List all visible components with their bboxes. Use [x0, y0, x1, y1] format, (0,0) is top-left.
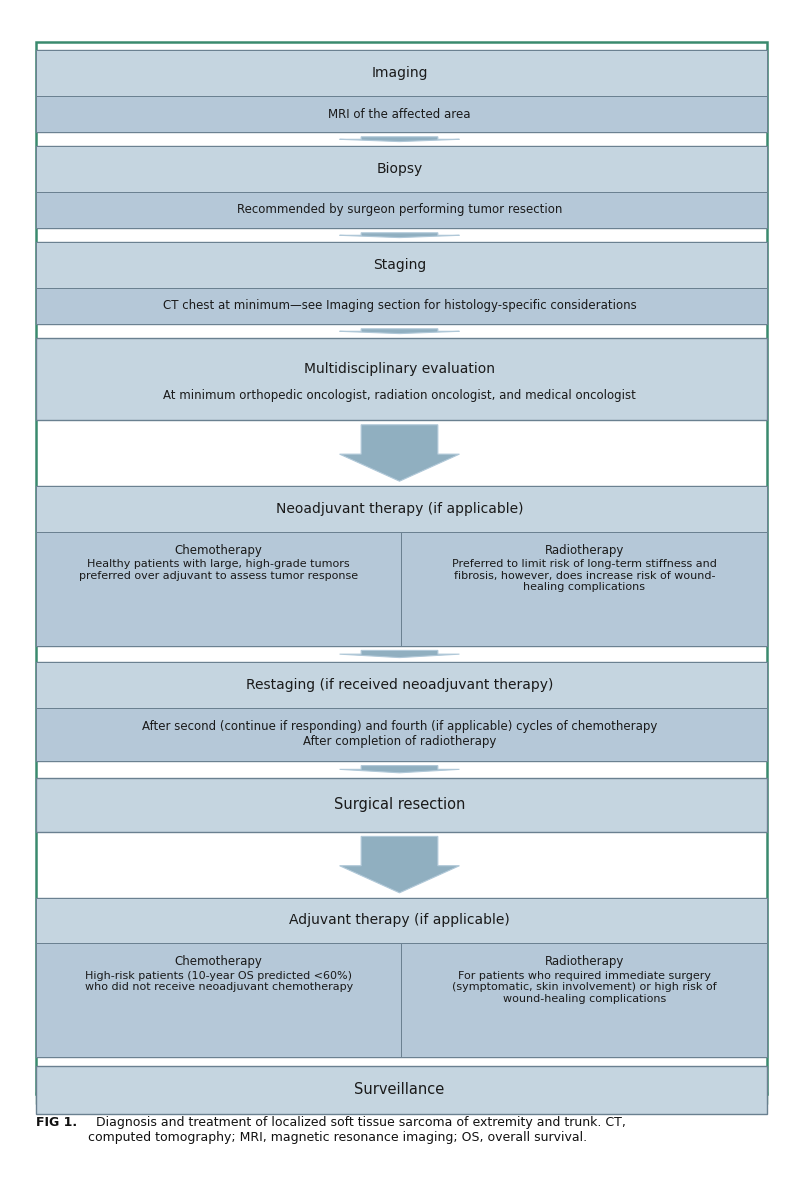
Text: CT chest at minimum—see Imaging section for histology-specific considerations: CT chest at minimum—see Imaging section …: [163, 300, 636, 312]
FancyBboxPatch shape: [36, 242, 767, 288]
FancyBboxPatch shape: [36, 662, 767, 761]
Polygon shape: [340, 650, 459, 658]
Text: Radiotherapy: Radiotherapy: [545, 544, 624, 557]
FancyBboxPatch shape: [36, 96, 767, 132]
Text: High-risk patients (10-year OS predicted <60%)
who did not receive neoadjuvant c: High-risk patients (10-year OS predicted…: [85, 971, 353, 992]
Text: Radiotherapy: Radiotherapy: [545, 955, 624, 968]
Text: Preferred to limit risk of long-term stiffness and
fibrosis, however, does incre: Preferred to limit risk of long-term sti…: [451, 559, 717, 593]
Text: Chemotherapy: Chemotherapy: [175, 544, 263, 557]
FancyBboxPatch shape: [401, 532, 767, 646]
FancyBboxPatch shape: [36, 1066, 767, 1114]
Text: Healthy patients with large, high-grade tumors
preferred over adjuvant to assess: Healthy patients with large, high-grade …: [79, 559, 358, 581]
Text: Biopsy: Biopsy: [376, 162, 423, 176]
Text: Adjuvant therapy (if applicable): Adjuvant therapy (if applicable): [289, 913, 510, 928]
FancyBboxPatch shape: [36, 898, 767, 1057]
FancyBboxPatch shape: [36, 146, 767, 228]
FancyBboxPatch shape: [36, 486, 767, 646]
FancyBboxPatch shape: [36, 943, 401, 1057]
Text: Multidisciplinary evaluation: Multidisciplinary evaluation: [304, 362, 495, 377]
FancyBboxPatch shape: [36, 50, 767, 96]
Text: Neoadjuvant therapy (if applicable): Neoadjuvant therapy (if applicable): [276, 502, 523, 516]
FancyBboxPatch shape: [36, 42, 767, 1094]
Polygon shape: [340, 233, 459, 238]
Text: Staging: Staging: [373, 258, 426, 272]
Text: Restaging (if received neoadjuvant therapy): Restaging (if received neoadjuvant thera…: [246, 678, 553, 692]
Polygon shape: [340, 836, 459, 893]
FancyBboxPatch shape: [36, 1092, 767, 1104]
Text: Chemotherapy: Chemotherapy: [175, 955, 263, 968]
Polygon shape: [340, 766, 459, 773]
FancyBboxPatch shape: [36, 532, 401, 646]
Text: Imaging: Imaging: [372, 66, 427, 80]
Text: After second (continue if responding) and fourth (if applicable) cycles of chemo: After second (continue if responding) an…: [141, 720, 658, 749]
Polygon shape: [340, 329, 459, 334]
Text: Recommended by surgeon performing tumor resection: Recommended by surgeon performing tumor …: [237, 204, 562, 216]
Text: Diagnosis and treatment of localized soft tissue sarcoma of extremity and trunk.: Diagnosis and treatment of localized sof…: [88, 1116, 626, 1144]
Text: Surgical resection: Surgical resection: [334, 797, 465, 812]
FancyBboxPatch shape: [36, 242, 767, 324]
FancyBboxPatch shape: [401, 943, 767, 1057]
FancyBboxPatch shape: [36, 898, 767, 943]
FancyBboxPatch shape: [36, 192, 767, 228]
FancyBboxPatch shape: [36, 146, 767, 192]
FancyBboxPatch shape: [36, 486, 767, 532]
Polygon shape: [340, 425, 459, 481]
Polygon shape: [340, 137, 459, 142]
FancyBboxPatch shape: [36, 778, 767, 832]
FancyBboxPatch shape: [36, 338, 767, 420]
FancyBboxPatch shape: [36, 50, 767, 132]
Text: For patients who required immediate surgery
(symptomatic, skin involvement) or h: For patients who required immediate surg…: [452, 971, 717, 1004]
Text: MRI of the affected area: MRI of the affected area: [328, 108, 471, 120]
Text: FIG 1.: FIG 1.: [36, 1116, 77, 1129]
FancyBboxPatch shape: [36, 288, 767, 324]
Text: At minimum orthopedic oncologist, radiation oncologist, and medical oncologist: At minimum orthopedic oncologist, radiat…: [163, 389, 636, 402]
Text: Surveillance: Surveillance: [355, 1082, 444, 1097]
FancyBboxPatch shape: [36, 662, 767, 708]
FancyBboxPatch shape: [36, 708, 767, 761]
